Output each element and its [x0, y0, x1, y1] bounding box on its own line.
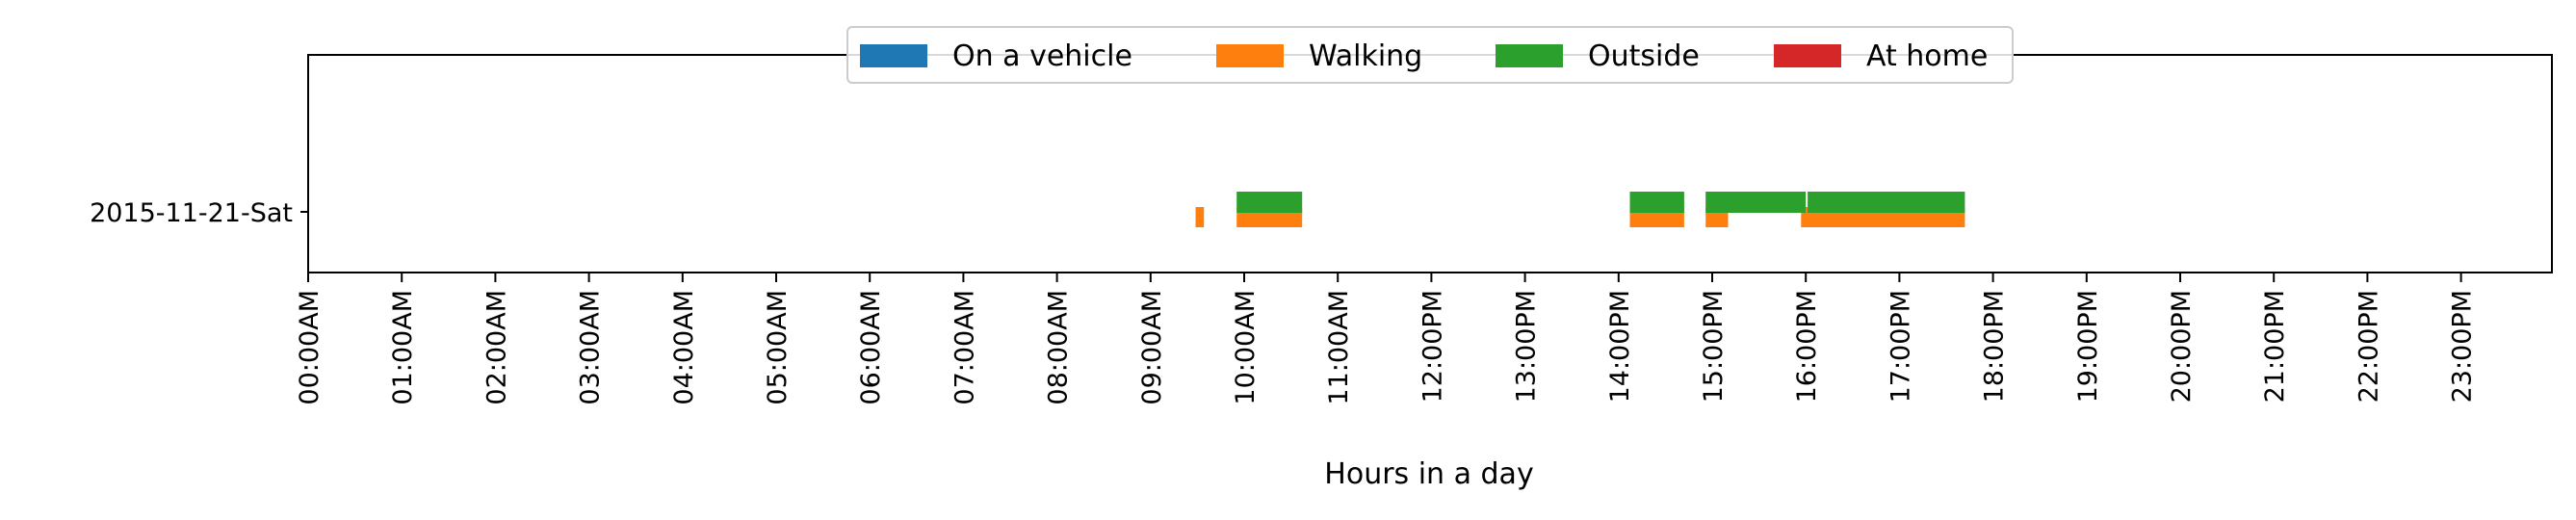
- x-tick-label: 22:00PM: [2354, 290, 2383, 403]
- legend-label-on-a-vehicle: On a vehicle: [952, 39, 1132, 73]
- x-tick-label: 12:00PM: [1418, 290, 1447, 403]
- x-tick-label: 17:00PM: [1886, 290, 1915, 403]
- x-tick-label: 05:00AM: [763, 290, 793, 405]
- x-tick-label: 19:00PM: [2073, 290, 2103, 403]
- plot-area: [307, 54, 2553, 273]
- x-tick-label: 14:00PM: [1605, 290, 1635, 403]
- x-tick-label: 21:00PM: [2260, 290, 2290, 403]
- bar-outside-1: [1629, 192, 1684, 213]
- legend-swatch-on-a-vehicle: [860, 44, 927, 67]
- x-tick-label: 20:00PM: [2167, 290, 2197, 403]
- legend-label-outside: Outside: [1588, 39, 1700, 73]
- x-tick-label: 13:00PM: [1512, 290, 1542, 403]
- legend-box: [846, 26, 2014, 84]
- bar-outside-2: [1705, 192, 1807, 213]
- y-axis: 2015-11-21-Sat: [90, 198, 308, 228]
- x-axis-label: Hours in a day: [1324, 457, 1533, 491]
- legend-label-at-home: At home: [1866, 39, 1988, 73]
- legend-label-walking: Walking: [1309, 39, 1422, 73]
- legend-swatch-outside: [1496, 44, 1563, 67]
- x-tick-label: 00:00AM: [295, 290, 325, 405]
- x-tick-label: 15:00PM: [1699, 290, 1729, 403]
- legend-swatch-at-home: [1774, 44, 1841, 67]
- x-tick-label: 08:00AM: [1044, 290, 1074, 405]
- x-axis: 00:00AM 01:00AM 02:00AM 03:00AM 04:00AM 05:00…: [295, 273, 2478, 405]
- x-tick-label: 02:00AM: [481, 290, 511, 405]
- x-tick-label: 18:00PM: [1980, 290, 2010, 403]
- x-tick-label: 01:00AM: [388, 290, 418, 405]
- y-tick-label: 2015-11-21-Sat: [90, 198, 293, 228]
- x-tick-label: 10:00AM: [1231, 290, 1261, 405]
- plot-frame: [307, 54, 2553, 273]
- x-tick-label: 16:00PM: [1792, 290, 1822, 403]
- x-tick-label: 07:00AM: [950, 290, 979, 405]
- bar-outside-3: [1808, 192, 1965, 213]
- legend-swatch-walking: [1216, 44, 1284, 67]
- x-tick-label: 03:00AM: [576, 290, 606, 405]
- x-tick-label: 06:00AM: [856, 290, 886, 405]
- legend: On a vehicle Walking Outside At home: [846, 26, 2014, 84]
- x-tick-label: 09:00AM: [1137, 290, 1167, 405]
- x-tick-label: 23:00PM: [2448, 290, 2478, 403]
- bar-outside-0: [1236, 192, 1303, 213]
- x-tick-label: 04:00AM: [669, 290, 699, 405]
- bar-walking-0: [1195, 207, 1205, 227]
- x-tick-label: 11:00AM: [1324, 290, 1354, 405]
